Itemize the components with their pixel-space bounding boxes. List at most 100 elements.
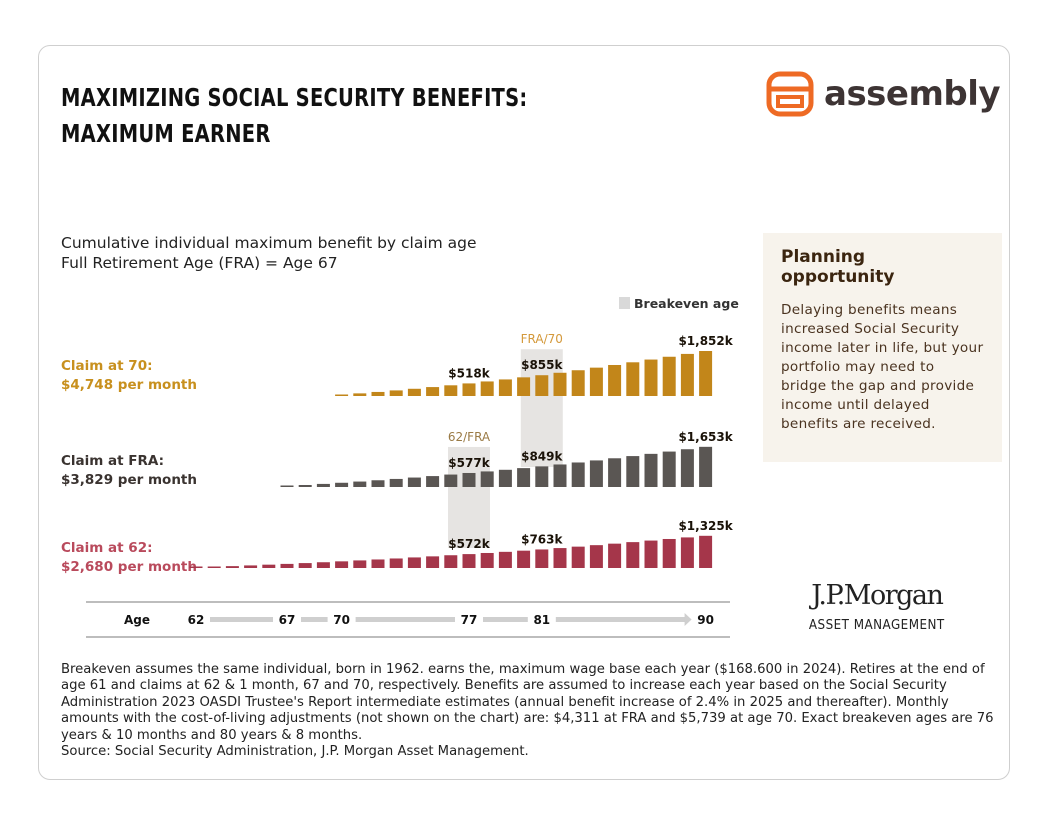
jpmorgan-logo: J.P.Morgan ASSET MANAGEMENT bbox=[803, 580, 951, 633]
bar-claim_70-age-75 bbox=[426, 387, 440, 396]
bar-claim_fra-age-81 bbox=[535, 466, 549, 487]
bar-claim_62-age-73 bbox=[389, 558, 403, 568]
age-tick: 90 bbox=[697, 613, 714, 627]
bar-claim_70-age-78 bbox=[480, 381, 494, 396]
bar-claim_fra-age-75 bbox=[426, 476, 440, 487]
bar-claim_70-age-77 bbox=[462, 383, 476, 396]
bar-claim_fra-age-69 bbox=[316, 483, 330, 487]
row-title: Claim at FRA: bbox=[61, 453, 165, 469]
title-line-2: MAXIMUM EARNER bbox=[61, 119, 271, 148]
footnote-text: Breakeven assumes the same individual, b… bbox=[61, 662, 994, 743]
bar-claim_62-age-71 bbox=[353, 560, 367, 568]
bar-claim_62-age-67 bbox=[280, 563, 294, 568]
data-label: $763k bbox=[521, 532, 563, 546]
bar-claim_70-age-86 bbox=[626, 362, 640, 396]
bar-claim_62-age-83 bbox=[571, 546, 585, 568]
bar-claim_fra-age-73 bbox=[389, 478, 403, 487]
bar-claim_62-age-65 bbox=[244, 565, 258, 568]
data-label: $577k bbox=[448, 456, 490, 470]
age-tick: 77 bbox=[461, 613, 478, 627]
bar-claim_70-age-76 bbox=[444, 385, 458, 396]
data-label: $1,325k bbox=[678, 519, 733, 533]
bar-claim_70-age-82 bbox=[553, 372, 567, 396]
title-line-1: MAXIMIZING SOCIAL SECURITY BENEFITS: bbox=[61, 83, 528, 112]
bar-claim_fra-age-87 bbox=[644, 453, 658, 487]
breakeven-shade bbox=[448, 446, 490, 548]
bar-claim_fra-age-77 bbox=[462, 472, 476, 487]
bar-claim_62-age-90 bbox=[699, 535, 713, 568]
bar-claim_70-age-72 bbox=[371, 391, 385, 396]
bar-claim_fra-age-72 bbox=[371, 480, 385, 487]
data-label: $572k bbox=[448, 537, 490, 551]
row-monthly: $2,680 per month bbox=[61, 559, 197, 575]
bar-claim_70-age-73 bbox=[389, 390, 403, 396]
bar-claim_62-age-80 bbox=[517, 550, 531, 568]
bar-claim_fra-age-79 bbox=[498, 469, 512, 487]
planning-opportunity-box: Planning opportunity Delaying benefits m… bbox=[763, 233, 1002, 462]
bar-claim_62-age-78 bbox=[480, 552, 494, 568]
bar-claim_62-age-88 bbox=[662, 538, 676, 568]
age-tick: 81 bbox=[533, 613, 550, 627]
footnote: Breakeven assumes the same individual, b… bbox=[61, 662, 1001, 760]
bar-claim_fra-age-88 bbox=[662, 451, 676, 487]
bar-claim_70-age-84 bbox=[589, 367, 603, 396]
age-tick: 67 bbox=[279, 613, 296, 627]
bar-claim_62-age-74 bbox=[407, 557, 421, 568]
bar-claim_fra-age-83 bbox=[571, 462, 585, 487]
bar-claim_fra-age-86 bbox=[626, 456, 640, 487]
bar-claim_62-age-64 bbox=[225, 566, 239, 568]
bar-claim_70-age-83 bbox=[571, 370, 585, 396]
age-arrow-segment bbox=[555, 617, 686, 622]
row-monthly: $4,748 per month bbox=[61, 377, 197, 393]
bar-claim_fra-age-68 bbox=[298, 485, 312, 487]
bar-claim_fra-age-78 bbox=[480, 471, 494, 487]
bar-claim_70-age-89 bbox=[680, 353, 694, 396]
bar-claim_70-age-70 bbox=[335, 394, 349, 396]
legend: Breakeven age bbox=[619, 296, 739, 311]
age-arrow-segment bbox=[355, 617, 455, 622]
footnote-source: Source: Social Security Administration, … bbox=[61, 744, 529, 760]
bar-claim_62-age-62 bbox=[189, 566, 203, 568]
bar-claim_70-age-88 bbox=[662, 356, 676, 396]
bar-claim_fra-age-90 bbox=[699, 446, 713, 487]
bar-chart: 62/FRA FRA/70 $518k $855k $1,852k $577k $849k… bbox=[86, 296, 739, 638]
bar-claim_62-age-63 bbox=[207, 566, 221, 568]
bar-claim_fra-age-89 bbox=[680, 449, 694, 487]
page-title: MAXIMIZING SOCIAL SECURITY BENEFITS: MAX… bbox=[61, 80, 527, 152]
bar-claim_62-age-66 bbox=[262, 564, 276, 568]
bar-claim_62-age-84 bbox=[589, 545, 603, 568]
bar-claim_62-age-82 bbox=[553, 548, 567, 568]
bar-claim_62-age-81 bbox=[535, 549, 549, 568]
row-title: Claim at 70: bbox=[61, 358, 153, 374]
bar-claim_70-age-71 bbox=[353, 393, 367, 396]
assembly-logo: assembly bbox=[766, 70, 1001, 118]
bar-claim_62-age-89 bbox=[680, 537, 694, 568]
bar-claim_62-age-77 bbox=[462, 554, 476, 568]
data-label: $1,852k bbox=[678, 334, 733, 348]
data-label: $855k bbox=[521, 358, 563, 372]
bar-claim_62-age-75 bbox=[426, 556, 440, 568]
bar-claim_fra-age-82 bbox=[553, 464, 567, 487]
chart-subtitle: Cumulative individual maximum benefit by… bbox=[61, 233, 477, 273]
bar-claim_fra-age-74 bbox=[407, 477, 421, 487]
age-tick: 70 bbox=[333, 613, 350, 627]
bar-claim_70-age-80 bbox=[517, 377, 531, 396]
bar-claim_62-age-68 bbox=[298, 563, 312, 568]
axis-label: Age bbox=[124, 613, 150, 627]
sidebar-body: Delaying benefits means increased Social… bbox=[781, 302, 984, 432]
logo-text: assembly bbox=[824, 74, 1001, 114]
bar-claim_fra-age-85 bbox=[608, 458, 622, 487]
subtitle-line-1: Cumulative individual maximum benefit by… bbox=[61, 234, 477, 252]
breakeven-label: FRA/70 bbox=[521, 332, 563, 346]
bar-claim_fra-age-71 bbox=[353, 481, 367, 487]
bar-claim_62-age-72 bbox=[371, 559, 385, 568]
legend-swatch bbox=[619, 297, 630, 309]
jpmorgan-sub: ASSET MANAGEMENT bbox=[808, 618, 945, 633]
age-arrow-segment bbox=[483, 617, 528, 622]
row-monthly: $3,829 per month bbox=[61, 472, 197, 488]
bar-claim_62-age-79 bbox=[498, 551, 512, 568]
assembly-logo-icon bbox=[766, 71, 814, 117]
breakeven-label: 62/FRA bbox=[448, 430, 491, 444]
bar-claim_62-age-76 bbox=[444, 555, 458, 568]
jpmorgan-name: J.P.Morgan bbox=[811, 580, 944, 611]
